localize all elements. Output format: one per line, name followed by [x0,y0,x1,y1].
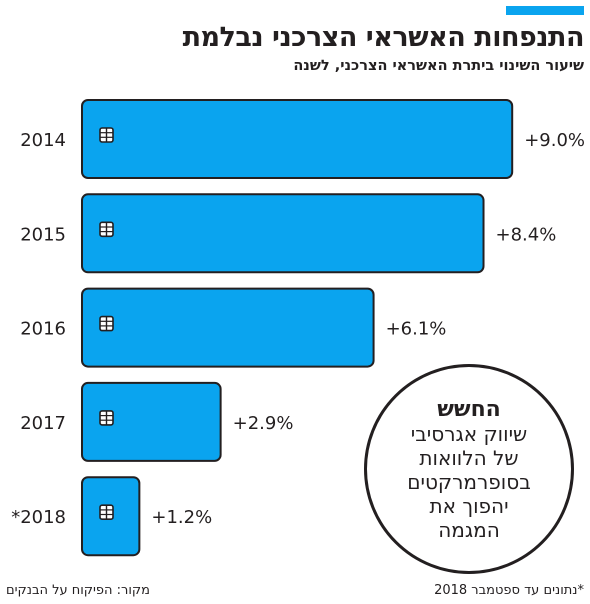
category-label: 2016 [20,319,66,340]
credit-card-chip-icon [99,127,114,143]
bar-group: 2014 +9.0% [20,99,585,179]
accent-bar [506,6,584,15]
category-label: *2018 [11,507,66,528]
bar-group: 2015 +8.4% [20,193,557,274]
chart-subtitle: שיעור השינוי ביתרת האשראי הצרכני, לשנה [293,58,584,74]
bar [81,193,485,274]
credit-card-chip-icon [99,315,114,332]
value-label: +2.9% [233,413,294,434]
callout-heading: החשש [437,396,501,422]
callout-line: יהפוך את [429,493,509,518]
category-label: 2017 [20,413,66,434]
callout-bubble: החשש שיווק אגרסיבי של הלוואות בסופרמרקטי… [364,364,574,574]
callout-line: המגמה [438,517,500,542]
chart-title: התנפחות האשראי הצרכני נבלמת [182,22,585,53]
callout-line: בסופרמרקטים [407,469,531,494]
bar [81,99,514,179]
value-label: +8.4% [496,224,557,245]
bar-group: 2017 +2.9% [20,381,294,462]
bar [81,381,222,462]
callout-line: שיווק אגרסיבי [410,421,528,446]
callout-line: של הלוואות [419,445,519,470]
footnote: *נתונים עד ספטמבר 2018 [434,583,584,598]
bar-group: 2016 +6.1% [20,287,447,368]
bar [81,287,375,368]
credit-card-chip-icon [99,221,114,238]
source-note: מקור: הפיקוח על הבנקים [6,583,150,598]
credit-card-chip-icon [99,410,114,426]
bar-group: *2018 +1.2% [11,476,212,557]
category-label: 2014 [20,130,66,151]
value-label: +9.0% [524,130,585,151]
value-label: +6.1% [386,319,447,340]
credit-card-chip-icon [99,504,114,521]
category-label: 2015 [20,224,66,245]
value-label: +1.2% [151,507,212,528]
